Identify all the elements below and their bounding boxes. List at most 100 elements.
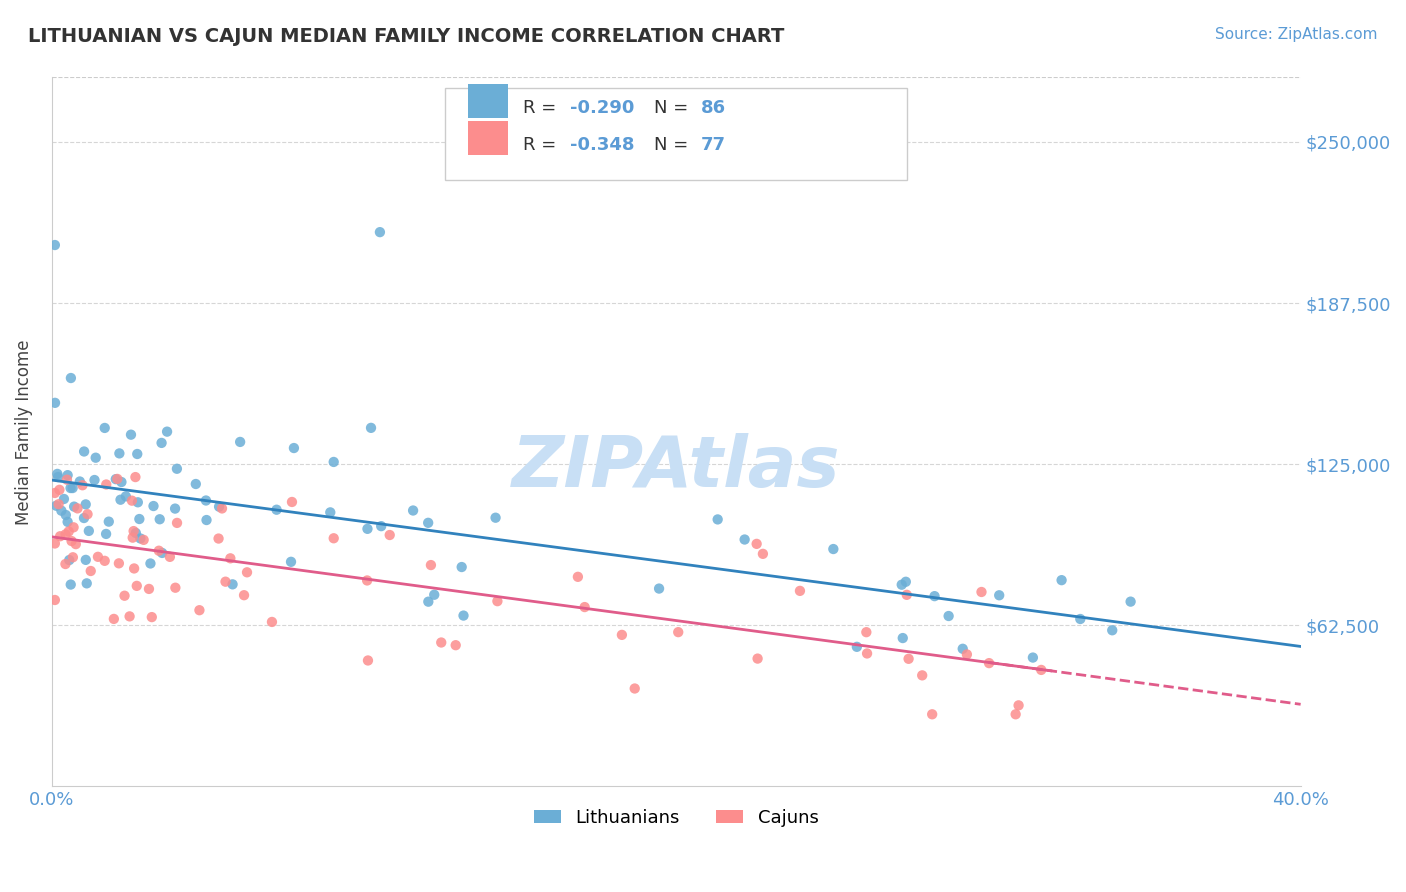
Point xyxy=(93,421,115,435)
Point xyxy=(938,609,960,624)
Point xyxy=(1069,612,1091,626)
Point xyxy=(236,566,259,580)
Point xyxy=(58,524,80,539)
Point xyxy=(666,625,689,640)
Point xyxy=(105,472,128,486)
Point xyxy=(45,499,67,513)
Point xyxy=(125,579,148,593)
Point xyxy=(188,603,211,617)
Point xyxy=(44,486,66,500)
Point xyxy=(789,583,811,598)
Point xyxy=(567,570,589,584)
Point xyxy=(60,534,83,549)
Point xyxy=(87,549,110,564)
Point xyxy=(233,588,256,602)
Point xyxy=(356,574,378,588)
Point xyxy=(46,467,69,481)
Text: R =: R = xyxy=(523,99,561,117)
Point xyxy=(166,462,188,476)
Point xyxy=(1050,573,1073,587)
Point xyxy=(921,707,943,722)
Point xyxy=(114,589,136,603)
Point xyxy=(648,582,671,596)
Point xyxy=(120,427,142,442)
Point xyxy=(96,477,118,491)
Point xyxy=(423,588,446,602)
Point xyxy=(46,470,69,484)
Point xyxy=(59,481,82,495)
Point xyxy=(73,444,96,458)
Point xyxy=(219,551,242,566)
Point xyxy=(1101,624,1123,638)
Text: R =: R = xyxy=(523,136,561,153)
Legend: Lithuanians, Cajuns: Lithuanians, Cajuns xyxy=(527,802,825,834)
Text: Source: ZipAtlas.com: Source: ZipAtlas.com xyxy=(1215,27,1378,42)
Point xyxy=(129,532,152,546)
Point xyxy=(623,681,645,696)
Point xyxy=(138,582,160,596)
Point xyxy=(94,527,117,541)
Point xyxy=(127,447,149,461)
Point xyxy=(55,508,77,522)
Point xyxy=(150,546,173,560)
Point xyxy=(75,497,97,511)
Point xyxy=(148,543,170,558)
Point xyxy=(141,610,163,624)
Point xyxy=(214,574,236,589)
Point xyxy=(142,499,165,513)
Point xyxy=(77,524,100,538)
Point xyxy=(486,594,509,608)
Point xyxy=(97,515,120,529)
Point xyxy=(166,516,188,530)
Point xyxy=(752,547,775,561)
Point xyxy=(368,225,391,239)
Point xyxy=(83,473,105,487)
Point xyxy=(360,421,382,435)
Point xyxy=(149,512,172,526)
Point xyxy=(93,554,115,568)
Point xyxy=(1007,698,1029,713)
Point xyxy=(139,557,162,571)
Point xyxy=(956,648,979,662)
Point xyxy=(378,528,401,542)
Point xyxy=(970,585,993,599)
Point xyxy=(62,481,84,495)
Point xyxy=(184,477,207,491)
Point xyxy=(823,542,845,557)
Point xyxy=(44,396,66,410)
Point xyxy=(104,472,127,486)
Point xyxy=(55,527,77,541)
Point xyxy=(402,503,425,517)
Point xyxy=(418,516,440,530)
Point xyxy=(156,425,179,439)
Point xyxy=(260,615,283,629)
Y-axis label: Median Family Income: Median Family Income xyxy=(15,339,32,524)
Point xyxy=(322,531,344,545)
Point xyxy=(110,475,132,489)
Point xyxy=(430,635,453,649)
Point xyxy=(319,505,342,519)
Point xyxy=(266,502,288,516)
Point xyxy=(121,493,143,508)
Point xyxy=(122,561,145,575)
Point xyxy=(453,608,475,623)
Point xyxy=(51,504,73,518)
FancyBboxPatch shape xyxy=(468,120,508,154)
Point xyxy=(65,537,87,551)
Point xyxy=(370,519,392,533)
Point xyxy=(207,532,229,546)
Point xyxy=(165,581,187,595)
Point xyxy=(62,520,84,534)
Point xyxy=(1022,650,1045,665)
Point xyxy=(229,434,252,449)
Point xyxy=(115,489,138,503)
Point xyxy=(56,468,79,483)
Point xyxy=(221,577,243,591)
Point xyxy=(44,593,66,607)
Point xyxy=(44,536,66,550)
Point xyxy=(59,577,82,591)
Point xyxy=(1031,663,1053,677)
Text: -0.290: -0.290 xyxy=(569,99,634,117)
Point xyxy=(55,557,77,571)
Point xyxy=(150,436,173,450)
